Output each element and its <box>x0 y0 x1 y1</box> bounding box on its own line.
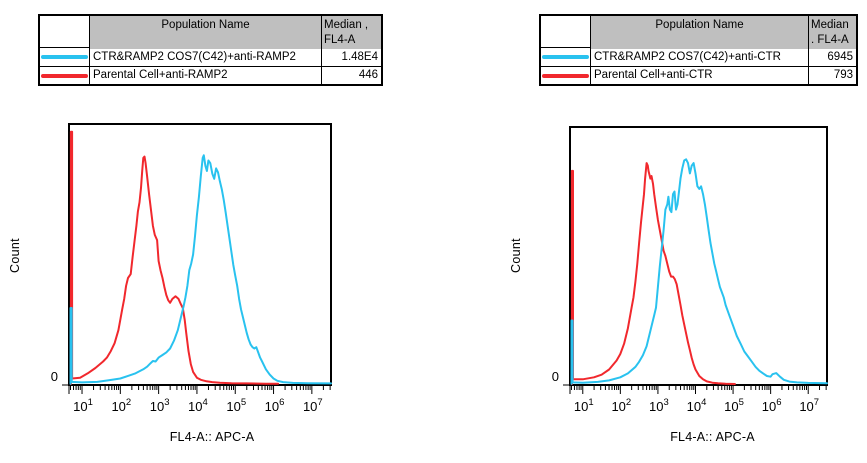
population-name-header: Population Name <box>89 16 321 49</box>
y-zero-label-left: 0 <box>50 369 58 384</box>
population-table-right: Population Name Median . FL4-A CTR&RAMP2… <box>539 14 858 86</box>
cyan-series-swatch <box>542 55 589 59</box>
svg-text:106: 106 <box>265 397 285 414</box>
x-axis-label-left: FL4-A:: APC-A <box>169 430 255 444</box>
svg-text:102: 102 <box>611 397 631 414</box>
population-table-left: Population Name Median , FL4-A CTR&RAMP2… <box>38 14 383 86</box>
svg-text:104: 104 <box>188 397 208 414</box>
y-axis-label-left: Count <box>8 238 22 273</box>
median-header-line1: Median <box>811 19 849 31</box>
svg-text:106: 106 <box>762 397 782 414</box>
median-header: Median . FL4-A <box>808 16 856 49</box>
series-median-value: 1.48E4 <box>321 48 381 66</box>
table-header-row: Population Name Median , FL4-A <box>40 16 381 49</box>
series-name: Parental Cell+anti-RAMP2 <box>89 67 321 84</box>
table-row: CTR&RAMP2 COS7(C42)+anti-CTR 6945 <box>541 47 856 66</box>
series-median-value: 6945 <box>808 48 856 66</box>
median-header-line1: Median , <box>324 19 369 31</box>
series-color-cell <box>541 67 590 84</box>
median-header-line2: . FL4-A <box>811 34 849 46</box>
svg-text:101: 101 <box>73 397 93 414</box>
table-row: CTR&RAMP2 COS7(C42)+anti-RAMP2 1.48E4 <box>40 47 381 66</box>
svg-text:107: 107 <box>303 397 323 414</box>
series-color-cell <box>40 67 89 84</box>
svg-text:103: 103 <box>150 397 170 414</box>
series-name: CTR&RAMP2 COS7(C42)+anti-RAMP2 <box>89 48 321 66</box>
red-series-swatch <box>542 73 589 78</box>
table-row: Parental Cell+anti-RAMP2 446 <box>40 66 381 84</box>
series-color-cell <box>40 48 89 66</box>
series-color-cell <box>541 48 590 66</box>
y-axis-label-right: Count <box>509 238 523 273</box>
series-name: CTR&RAMP2 COS7(C42)+anti-CTR <box>590 48 808 66</box>
svg-text:107: 107 <box>799 397 819 414</box>
svg-text:104: 104 <box>687 397 707 414</box>
series-name: Parental Cell+anti-CTR <box>590 67 808 84</box>
svg-text:105: 105 <box>226 397 246 414</box>
svg-text:105: 105 <box>724 397 744 414</box>
red-series-swatch <box>41 73 88 78</box>
svg-text:103: 103 <box>649 397 669 414</box>
population-name-header: Population Name <box>590 16 808 49</box>
median-header-line2: FL4-A <box>324 34 356 46</box>
table-header-row: Population Name Median . FL4-A <box>541 16 856 49</box>
table-row: Parental Cell+anti-CTR 793 <box>541 66 856 84</box>
y-zero-label-right: 0 <box>551 369 559 384</box>
svg-text:101: 101 <box>574 397 594 414</box>
median-header: Median , FL4-A <box>321 16 381 49</box>
cyan-series-swatch <box>41 55 88 59</box>
svg-text:102: 102 <box>111 397 131 414</box>
x-axis-label-right: FL4-A:: APC-A <box>670 430 755 444</box>
series-median-value: 793 <box>808 67 856 84</box>
series-median-value: 446 <box>321 67 381 84</box>
